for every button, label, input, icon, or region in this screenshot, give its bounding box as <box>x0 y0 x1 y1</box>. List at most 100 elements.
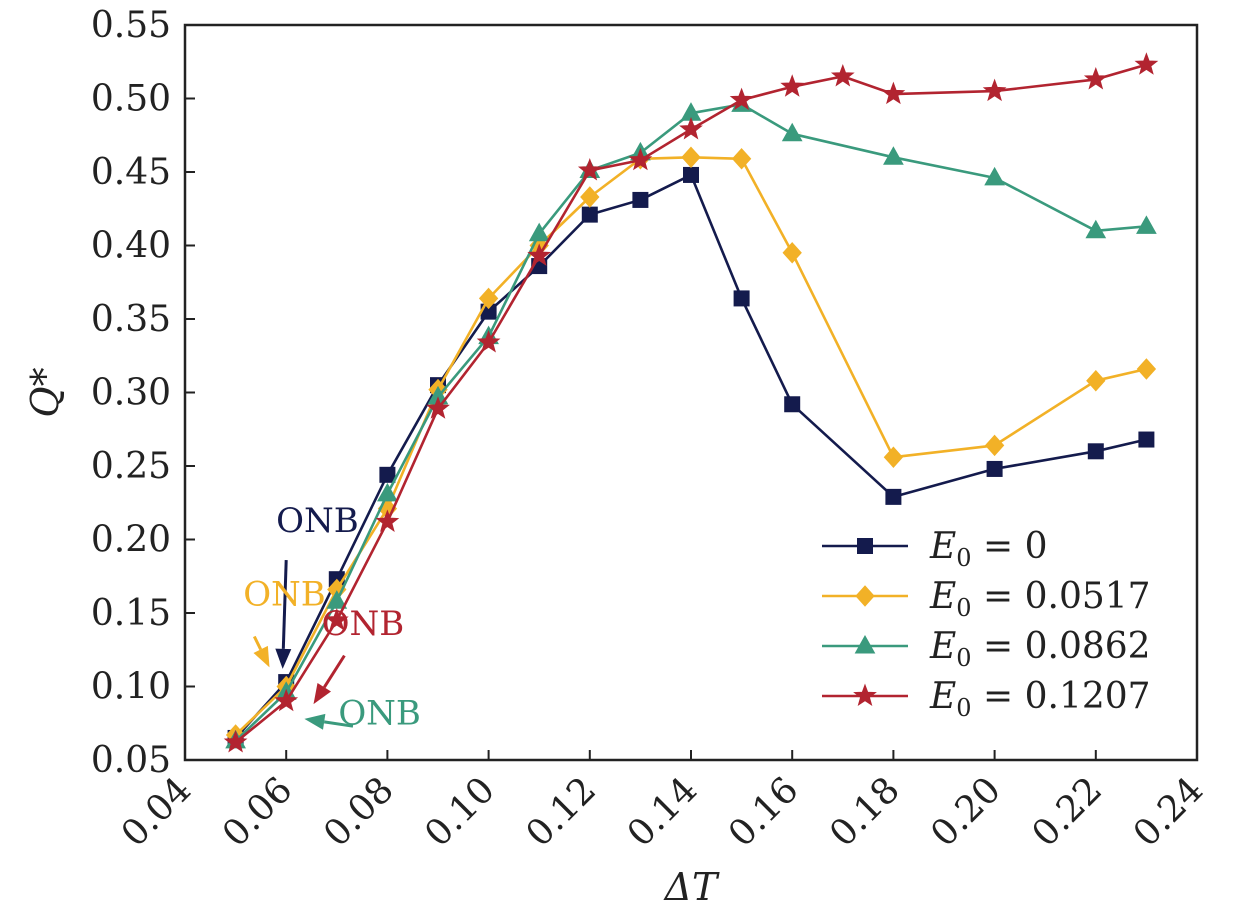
onb-label: ONB <box>322 604 405 644</box>
x-tick-label: 0.16 <box>721 769 807 855</box>
data-point-diamond <box>478 287 499 310</box>
data-point-diamond <box>984 434 1005 457</box>
data-point-triangle <box>854 634 876 654</box>
data-point-star <box>1083 66 1108 90</box>
onb-arrow <box>281 560 288 649</box>
y-tick-label: 0.50 <box>91 79 171 120</box>
y-tick-label: 0.15 <box>91 593 171 634</box>
onb-label: ONB <box>243 575 326 615</box>
legend-entry: E0 = 0.1207 <box>822 676 1151 722</box>
data-point-square <box>986 460 1003 477</box>
data-point-triangle <box>377 482 398 502</box>
x-tick-label: 0.22 <box>1024 769 1110 855</box>
data-point-square <box>632 191 649 208</box>
onb-label: ONB <box>276 501 359 541</box>
data-point-diamond <box>731 148 752 170</box>
data-point-triangle <box>1136 215 1157 234</box>
series-3 <box>223 52 1159 753</box>
legend-subscript: 0 <box>956 594 971 622</box>
x-tick-label: 0.10 <box>417 769 503 855</box>
data-point-diamond <box>782 242 802 264</box>
series-line <box>234 173 1147 739</box>
legend-subscript: 0 <box>956 694 971 722</box>
data-point-triangle <box>1085 219 1107 239</box>
data-point-star <box>628 147 653 171</box>
legend-label: E0 = 0 <box>929 526 1048 572</box>
data-point-star <box>1134 52 1159 75</box>
onb-arrowhead <box>304 713 326 730</box>
x-tick-label: 0.18 <box>822 769 908 855</box>
onb-arrow <box>252 635 263 651</box>
onb-arrow <box>322 654 346 689</box>
legend-value: = 0.0517 <box>972 576 1151 617</box>
x-tick-label: 0.08 <box>316 769 402 855</box>
data-point-star <box>426 396 450 419</box>
data-point-diamond <box>883 446 904 468</box>
data-point-triangle <box>781 122 803 142</box>
onb-arrow <box>323 720 354 728</box>
data-point-diamond <box>1136 358 1157 380</box>
onb-annotation: ONB <box>304 694 421 734</box>
x-axis-label: ΔT <box>663 865 720 909</box>
legend-subscript: 0 <box>956 644 971 672</box>
data-point-star <box>223 729 248 753</box>
data-point-star <box>881 81 906 105</box>
series-layer <box>223 52 1159 753</box>
data-point-diamond <box>1086 369 1106 392</box>
data-point-star <box>476 330 501 353</box>
onb-annotation: ONB <box>243 575 326 668</box>
data-point-square <box>885 488 902 505</box>
x-tick-label: 0.20 <box>923 769 1009 855</box>
x-tick-label: 0.24 <box>1126 769 1212 855</box>
x-tick-label: 0.12 <box>518 769 604 855</box>
data-point-square <box>784 396 801 413</box>
data-point-square <box>581 206 598 223</box>
data-point-star <box>830 63 855 87</box>
y-tick-label: 0.45 <box>91 152 171 193</box>
legend-entry: E0 = 0.0862 <box>822 626 1151 672</box>
y-tick-label: 0.35 <box>91 299 171 340</box>
legend-value: = 0.0862 <box>972 626 1151 667</box>
data-point-diamond <box>855 585 875 607</box>
data-point-star <box>729 87 754 111</box>
legend-symbol: E <box>929 576 956 617</box>
onb-label: ONB <box>338 694 421 734</box>
x-tick-label: 0.14 <box>620 769 706 855</box>
legend-symbol: E <box>929 626 956 667</box>
legend-value: = 0 <box>972 526 1048 567</box>
legend-symbol: E <box>929 526 956 567</box>
data-point-star <box>274 688 299 712</box>
data-point-star <box>679 116 703 140</box>
data-point-square <box>683 166 699 183</box>
legend-symbol: E <box>929 676 956 717</box>
data-point-star <box>780 74 805 97</box>
onb-arrowhead <box>275 648 292 669</box>
data-point-triangle <box>528 222 550 242</box>
legend-entry: E0 = 0 <box>822 526 1048 572</box>
legend-value: = 0.1207 <box>972 676 1151 717</box>
data-point-square <box>733 290 750 307</box>
x-tick-label: 0.06 <box>215 769 301 855</box>
onb-arrowhead <box>313 682 332 705</box>
onb-annotation: ONB <box>275 501 359 669</box>
onb-arrowhead <box>253 645 270 668</box>
y-tick-label: 0.30 <box>91 373 171 414</box>
y-tick-label: 0.20 <box>91 520 171 561</box>
legend-label: E0 = 0.0517 <box>929 576 1151 622</box>
data-point-star <box>577 158 602 181</box>
x-tick-label: 0.04 <box>114 769 200 855</box>
data-point-diamond <box>580 186 600 208</box>
data-point-star <box>853 683 877 707</box>
data-point-diamond <box>681 146 701 169</box>
series-line <box>234 103 1147 742</box>
data-point-square <box>379 466 396 483</box>
legend-label: E0 = 0.1207 <box>929 676 1151 722</box>
data-point-triangle <box>984 166 1005 186</box>
axis-ticks: 0.04 0.06 0.08 0.10 0.12 0.14 0.16 0.18 0.20 0.22… <box>91 5 1212 855</box>
plot-frame <box>183 23 1199 762</box>
data-point-square <box>1138 431 1155 448</box>
data-point-star <box>982 78 1007 102</box>
legend-subscript: 0 <box>956 544 971 572</box>
